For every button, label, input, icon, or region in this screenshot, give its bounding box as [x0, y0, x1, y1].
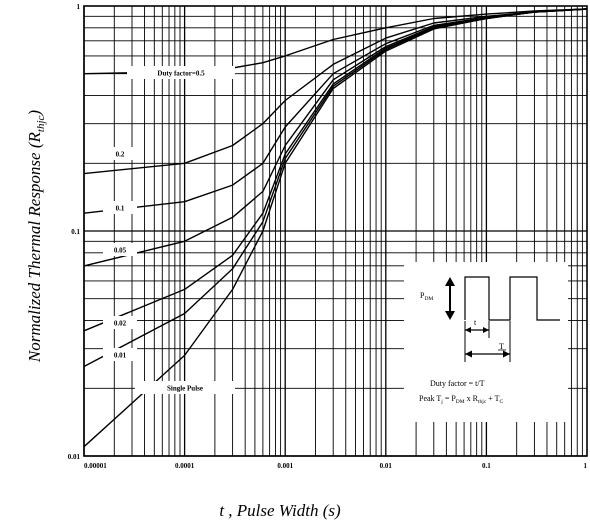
pulse-waveform	[464, 276, 560, 321]
pdm-arrow-down	[445, 311, 455, 320]
T-label: T	[499, 342, 504, 351]
curve-label-bg	[103, 316, 137, 329]
y-axis-title: Normalized Thermal Response (Rthjc)	[25, 110, 47, 363]
duty-factor-formula: Duty factor = t/T	[430, 379, 485, 388]
y-tick-labels: 1 0.1 0.01	[68, 3, 81, 461]
inset-background	[404, 262, 568, 422]
curve-label: 0.05	[114, 247, 127, 255]
curve-label-bg	[103, 243, 137, 256]
x-tick-labels: 0.00001 0.0001 0.001 0.01 0.1 1	[84, 462, 588, 470]
x-tick-label: 0.00001	[84, 462, 107, 470]
curve-label: 0.02	[114, 320, 127, 328]
peak-tj-formula: Peak Tj = PDM x Rthjc + TC	[419, 394, 504, 405]
t-arrow-right	[483, 327, 489, 333]
y-tick-label: 1	[77, 3, 81, 11]
T-arrow-left	[465, 350, 472, 358]
t-label: t	[474, 318, 477, 327]
curve-line	[83, 8, 588, 267]
y-tick-label: 0.1	[71, 228, 80, 236]
curve-label-bg	[103, 348, 137, 361]
curve-label: Single Pulse	[167, 385, 203, 393]
x-tick-label: 0.1	[482, 462, 491, 470]
curve-labels: Duty factor=0.5 0.2 0.1 0.05 0.02 0.01 Single …	[103, 66, 235, 394]
curve-label: 0.01	[114, 352, 127, 360]
curve-label: 0.1	[116, 205, 125, 213]
curves	[83, 8, 588, 448]
inset-diagram: PDM t T Duty factor = t/T Peak Tj = PDM …	[404, 262, 568, 422]
curve-line	[83, 8, 588, 448]
plot-frame	[83, 5, 588, 457]
curve-line	[83, 8, 588, 175]
pdm-label: PDM	[420, 291, 433, 302]
x-tick-label: 0.001	[277, 462, 293, 470]
x-tick-label: 1	[584, 462, 588, 470]
y-tick-label: 0.01	[68, 453, 81, 461]
T-arrow-right	[503, 350, 510, 358]
x-tick-label: 0.01	[380, 462, 393, 470]
curve-label-bg	[135, 381, 235, 394]
curve-label-bg	[127, 66, 235, 79]
curve-label-bg	[103, 201, 137, 214]
x-axis-title: t , Pulse Width (s)	[219, 501, 341, 520]
t-arrow-left	[465, 327, 471, 333]
curve-label: Duty factor=0.5	[157, 70, 205, 78]
curve-label: 0.2	[116, 151, 125, 159]
curve-label-bg	[103, 147, 137, 160]
x-tick-label: 0.0001	[175, 462, 195, 470]
pdm-arrow-up	[445, 277, 455, 286]
